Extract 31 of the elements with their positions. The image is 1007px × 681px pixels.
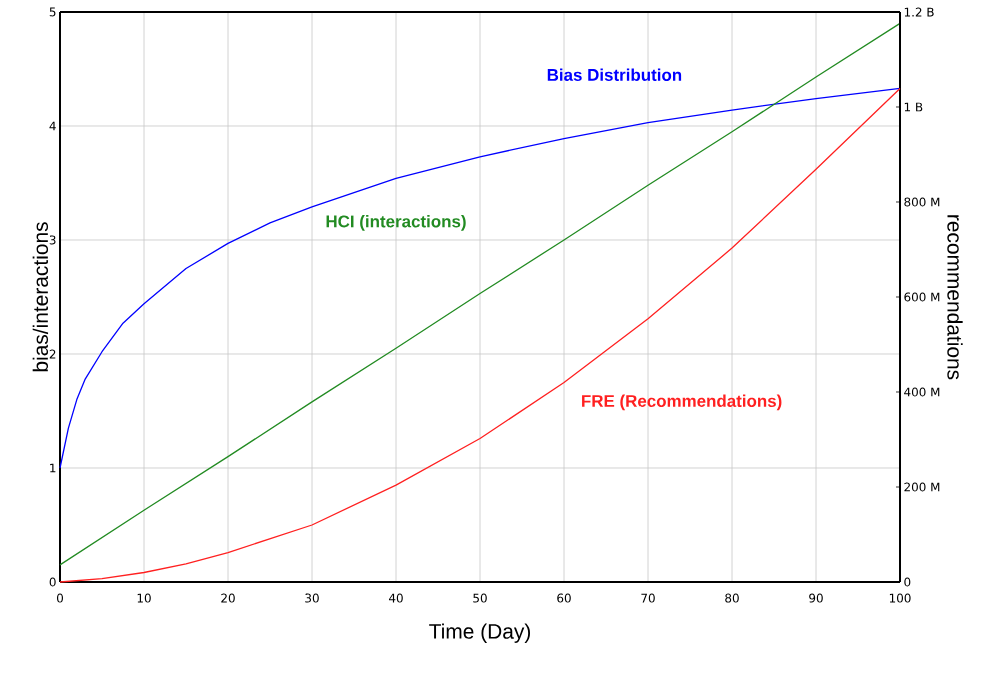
x-tick-label: 80 [725, 593, 739, 603]
y-tick-label: 4 [49, 121, 56, 131]
x-tick-label: 50 [473, 593, 487, 603]
y-tick-label: 5 [49, 7, 56, 17]
y2-tick-label: 1 B [904, 102, 923, 112]
y-tick-label: 0 [49, 577, 56, 587]
line-series [59, 87, 901, 469]
x-tick-label: 0 [56, 593, 64, 603]
x-tick-label: 30 [305, 593, 319, 603]
y2-tick-label: 600 M [904, 292, 940, 302]
x-axis-title: Time (Day) [429, 623, 531, 643]
x-tick-label: 100 [889, 593, 911, 603]
y-tick-label: 2 [49, 349, 56, 359]
x-tick-label: 90 [809, 593, 823, 603]
y2-axis-title: recommendations [947, 215, 963, 380]
x-tick-label: 60 [557, 593, 571, 603]
y-tick-label: 3 [49, 235, 56, 245]
x-tick-label: 10 [137, 593, 151, 603]
y2-tick-label: 0 [904, 577, 911, 587]
text: Bias Distribution [547, 68, 682, 81]
y2-tick-label: 1.2 B [904, 7, 934, 17]
y-tick-label: 1 [50, 463, 56, 473]
x-tick-label: 70 [641, 593, 655, 603]
series-label: FRE (Recommendations) [582, 394, 782, 411]
text: HCI (interactions) [326, 215, 466, 231]
y2-tick-label: 200 M [904, 482, 940, 492]
y2-tick-label: 800 M [904, 197, 940, 207]
y2-tick-label: 400 M [904, 387, 940, 397]
x-tick-label: 40 [388, 593, 403, 603]
y-axis-title: bias/interactions [32, 222, 49, 372]
x-tick-label: 20 [221, 593, 235, 603]
